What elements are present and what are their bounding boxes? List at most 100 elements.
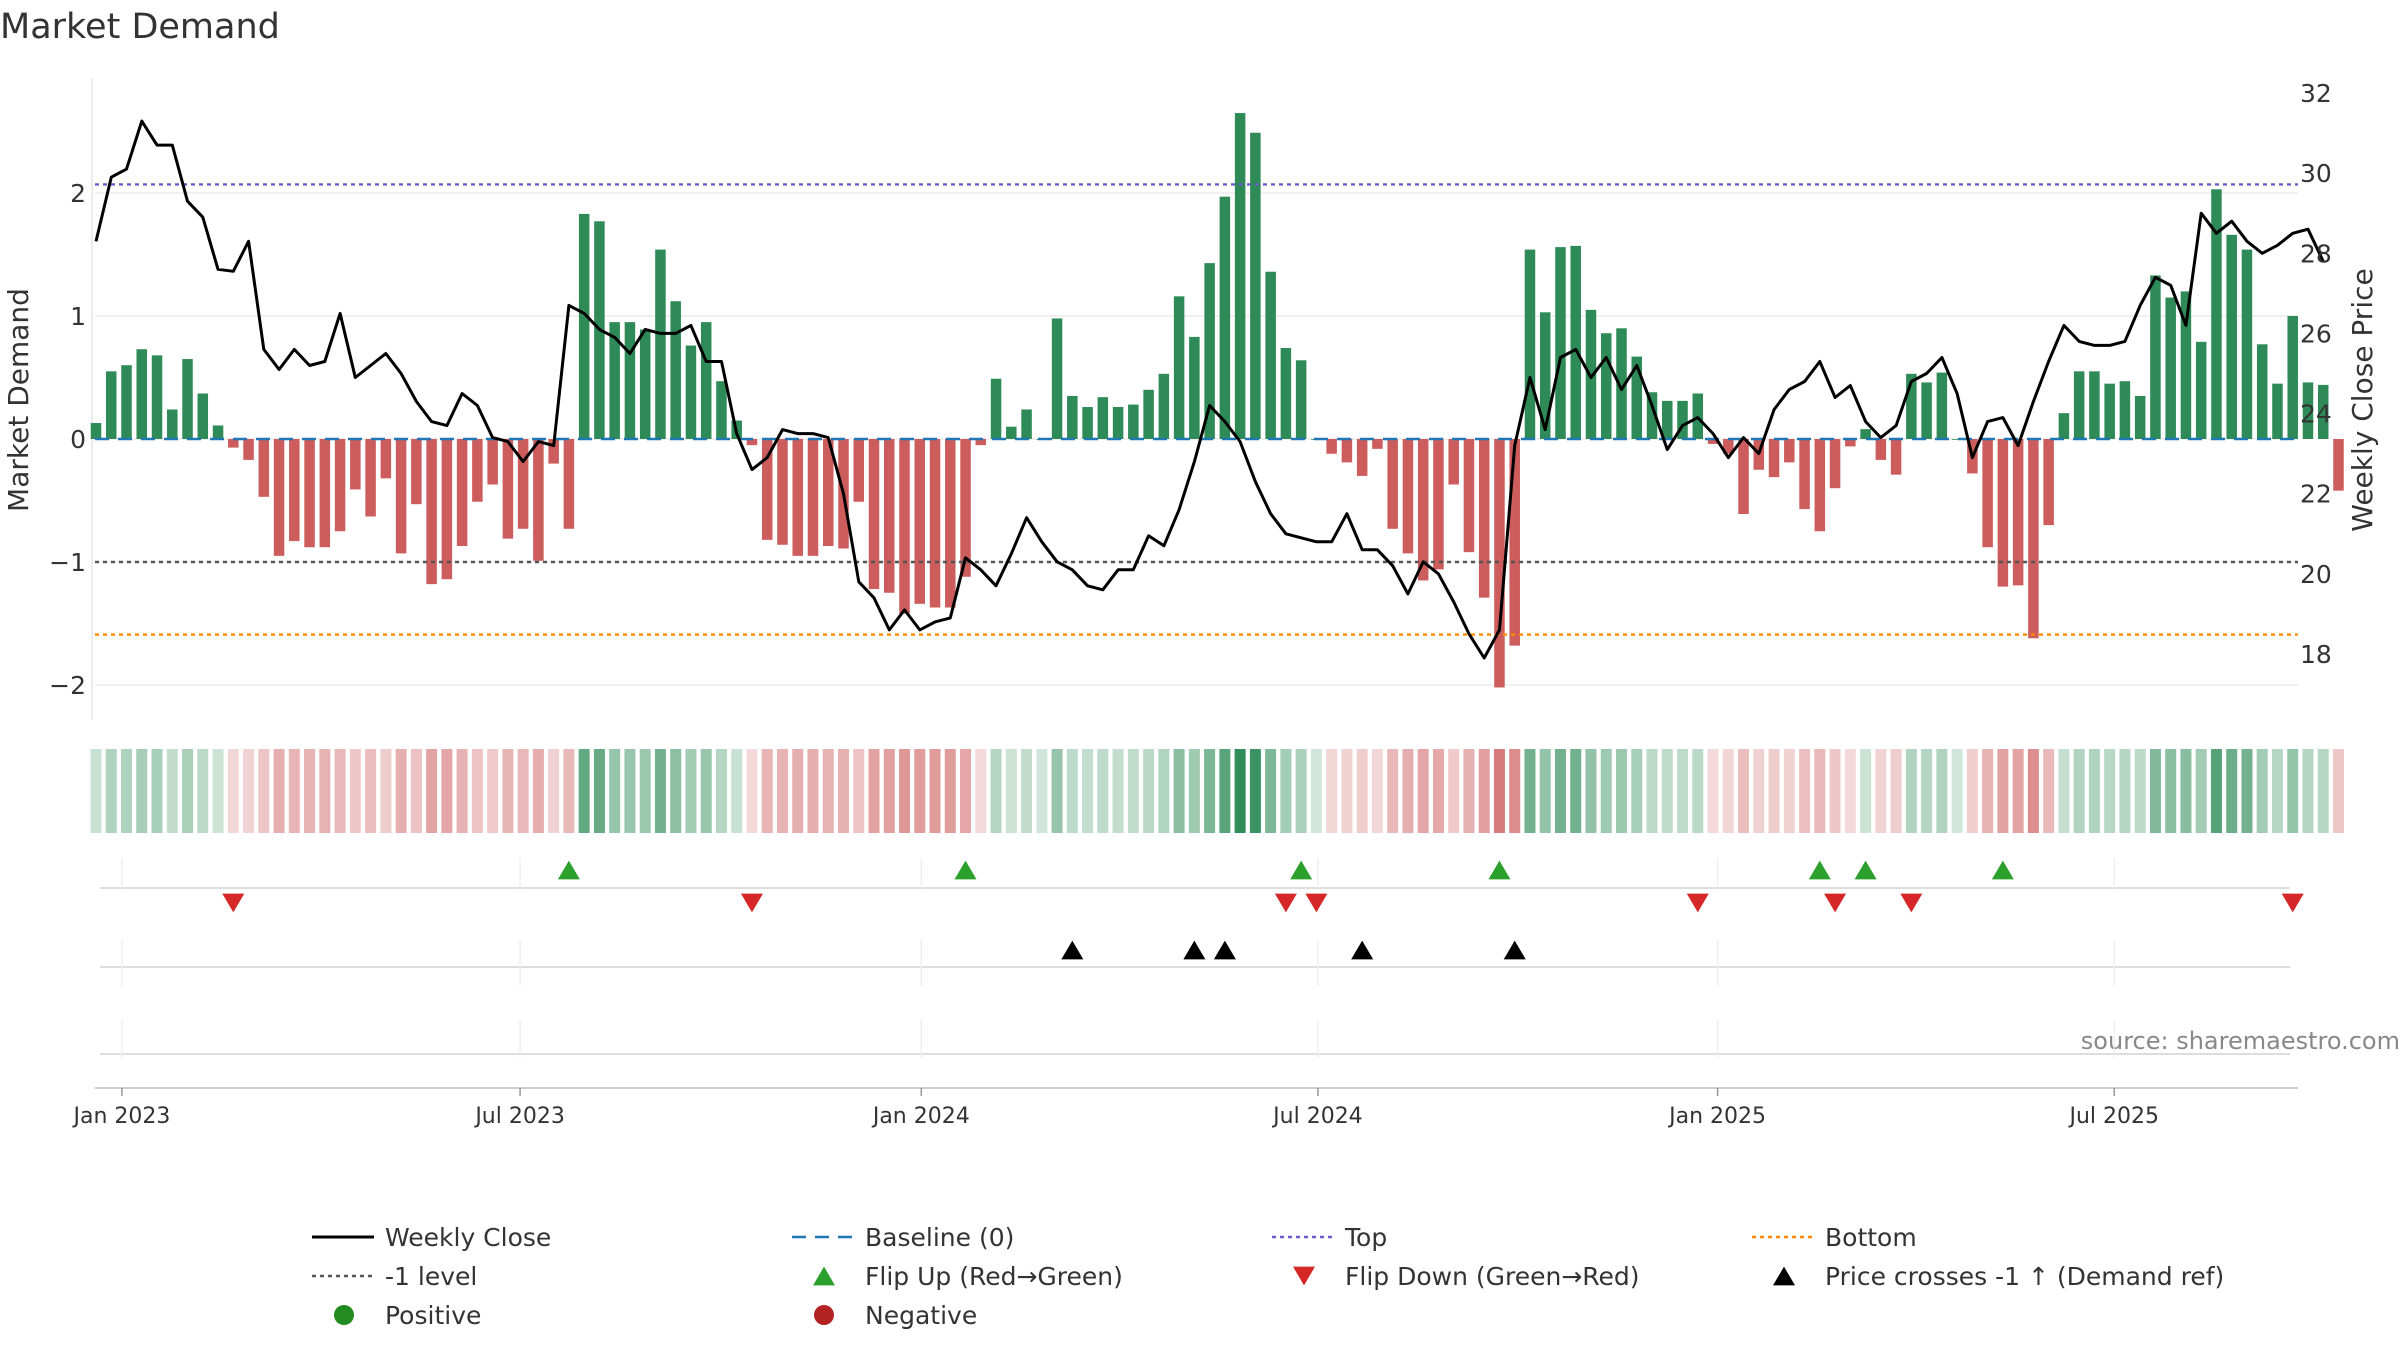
strip-cell (1188, 749, 1200, 833)
legend-label: Positive (385, 1301, 481, 1330)
strip-cell (2043, 749, 2055, 833)
flip-down-marker (1274, 893, 1297, 913)
strip-cell (1722, 749, 1734, 833)
demand-heat-strip (90, 749, 2344, 833)
strip-cell (807, 749, 819, 833)
strip-cell (578, 749, 590, 833)
demand-bar (2180, 291, 2192, 439)
strip-cell (1021, 749, 1033, 833)
demand-bar (2119, 381, 2131, 439)
legend-swatch (334, 1305, 354, 1325)
demand-bar (777, 439, 788, 545)
strip-cell (471, 749, 483, 833)
demand-bar (716, 381, 727, 439)
demand-bar (2195, 341, 2207, 439)
strip-cell (456, 749, 468, 833)
strip-cell (1066, 749, 1078, 833)
strip-cell (1127, 749, 1139, 833)
demand-bar (2272, 383, 2283, 439)
legend: Weekly Close Baseline (0) Top Bottom -1 leve… (312, 1223, 2224, 1330)
demand-bar (1295, 360, 1307, 439)
strip-cell (380, 749, 392, 833)
demand-bar (243, 439, 254, 460)
demand-bar (1524, 249, 1536, 439)
y2-tick-label: 20 (2300, 560, 2332, 589)
strip-cell (960, 749, 972, 833)
demand-bar (151, 355, 163, 439)
strip-cell (1265, 749, 1277, 833)
strip-cell (1570, 749, 1582, 833)
demand-bar (1067, 395, 1078, 439)
demand-bar (2073, 371, 2085, 439)
demand-bar (1555, 247, 1566, 439)
strip-cell (822, 749, 834, 833)
flip-down-marker (222, 893, 245, 913)
strip-cell (1554, 749, 1566, 833)
strip-cell (1387, 749, 1399, 833)
strip-cell (1341, 749, 1353, 833)
legend-swatch (1773, 1266, 1795, 1286)
strip-cell (2180, 749, 2192, 833)
demand-bar (2012, 439, 2024, 586)
demand-bar (1494, 439, 1505, 688)
price-cross-marker (1213, 940, 1236, 960)
strip-cell (1402, 749, 1414, 833)
demand-bar (487, 439, 498, 485)
flip-down-marker (1900, 893, 1923, 913)
strip-cell (548, 749, 560, 833)
demand-bar (2104, 383, 2115, 439)
strip-cell (1966, 749, 1978, 833)
strip-cell (1738, 749, 1750, 833)
strip-cell (914, 749, 926, 833)
demand-bar (1845, 439, 1856, 447)
strip-cell (1692, 749, 1704, 833)
strip-cell (2149, 749, 2161, 833)
strip-cell (2134, 749, 2146, 833)
strip-cell (349, 749, 361, 833)
demand-bar (334, 439, 346, 532)
legend-label: Price crosses -1 ↑ (Demand ref) (1825, 1262, 2224, 1291)
y2-tick-label: 28 (2300, 239, 2332, 268)
demand-bar (1372, 439, 1383, 449)
demand-bar (472, 439, 483, 502)
demand-bar (1677, 400, 1688, 439)
strip-cell (227, 749, 239, 833)
strip-cell (868, 749, 880, 833)
demand-bars (90, 113, 2344, 688)
strip-cell (212, 749, 224, 833)
demand-bar (1143, 389, 1154, 439)
demand-bar (533, 439, 544, 561)
demand-bar (1417, 439, 1429, 581)
legend-swatch (1293, 1266, 1315, 1286)
strip-cell (1234, 749, 1246, 833)
demand-bar (197, 393, 209, 439)
demand-bar (899, 439, 910, 614)
y2-tick-label: 26 (2300, 319, 2332, 348)
strip-cell (1493, 749, 1505, 833)
strip-cell (2195, 749, 2207, 833)
strip-cell (197, 749, 209, 833)
y2-tick-label: 32 (2300, 79, 2332, 108)
demand-bar (1250, 132, 1261, 440)
demand-bar (1280, 347, 1292, 439)
flip-up-marker (1290, 860, 1313, 880)
demand-bar (1265, 271, 1276, 439)
x-axis: Jan 2023 Jul 2023 Jan 2024 Jul 2024 Jan 2025… (71, 1087, 2298, 1129)
demand-bar (1738, 439, 1749, 515)
demand-bar (1539, 312, 1551, 439)
legend-swatch (813, 1266, 835, 1286)
demand-bar (228, 439, 239, 448)
strip-cell (1875, 749, 1887, 833)
demand-bar (1021, 409, 1032, 439)
demand-bar (868, 439, 880, 590)
strip-cell (1371, 749, 1383, 833)
strip-cell (1890, 749, 1902, 833)
demand-bar (1570, 245, 1581, 439)
strip-cell (624, 749, 636, 833)
strip-cell (2317, 749, 2329, 833)
demand-bar (822, 439, 834, 547)
demand-bar (2058, 413, 2070, 439)
demand-bar (2134, 395, 2146, 439)
strip-cell (1143, 749, 1155, 833)
demand-bar (1448, 439, 1459, 485)
